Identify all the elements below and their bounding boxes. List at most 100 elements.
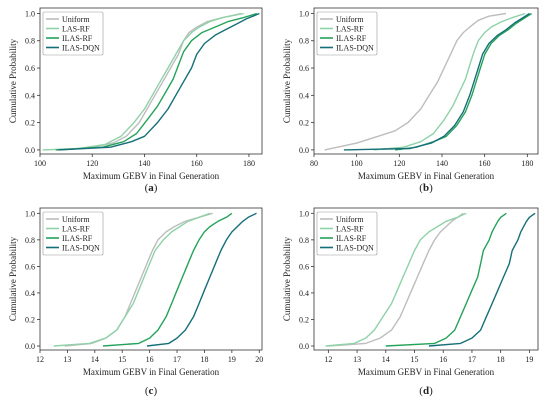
- y-tick-label: 0.6: [299, 262, 309, 271]
- y-tick-label: 0.0: [299, 342, 309, 351]
- plot-frame: [39, 7, 263, 155]
- legend-entry: ILAS-DQN: [336, 44, 374, 53]
- x-tick-label: 80: [310, 159, 318, 168]
- legend-entry: LAS-RF: [62, 225, 90, 234]
- chart-panel-d: 12 13 14 15 16 17 18 19 0.0 0.2 0.4 0.6 0.8 1.0 Maximu…: [282, 207, 539, 397]
- legend-box: [316, 211, 378, 256]
- y-tick-label: 1.0: [25, 209, 35, 218]
- panel-caption: (c): [145, 385, 158, 397]
- panel-caption: (d): [419, 385, 433, 397]
- series-line-ilas-dqn: [146, 212, 257, 347]
- y-tick-label: 0.8: [299, 236, 309, 245]
- x-tick-label: 140: [436, 159, 448, 168]
- legend-entry: ILAS-RF: [336, 34, 367, 43]
- chart-panel-a: 100 120 140 160 180 0.0 0.2 0.4 0.6 0.8 1.0 Maximum…: [8, 7, 263, 194]
- legend-box: [316, 11, 378, 56]
- legend-entry: ILAS-RF: [62, 234, 93, 243]
- series-line-ilas-rf: [55, 12, 258, 151]
- y-tick-label: 0.4: [299, 289, 309, 298]
- x-tick-label: 13: [63, 355, 71, 364]
- series-line-ilas-dqn: [428, 212, 536, 347]
- legend-entry: LAS-RF: [62, 25, 90, 34]
- plot-frame: [39, 207, 263, 351]
- legend-entry: Uniform: [62, 215, 90, 224]
- y-tick-label: 0.8: [299, 37, 309, 46]
- y-axis-label: Cumulative Probability: [8, 38, 18, 123]
- legend-entry: Uniform: [62, 15, 90, 24]
- y-tick-label: 0.2: [299, 315, 309, 324]
- y-tick-label: 0.0: [25, 146, 35, 155]
- series-line-uniform: [324, 12, 507, 151]
- x-axis-label: Maximum GEBV in Final Generation: [358, 171, 495, 181]
- x-tick-label: 160: [191, 159, 203, 168]
- y-tick-label: 0.0: [299, 146, 309, 155]
- legend-entry: Uniform: [336, 215, 364, 224]
- legend-box: [42, 11, 104, 56]
- y-axis-label: Cumulative Probability: [8, 236, 18, 321]
- y-tick-label: 0.4: [25, 289, 35, 298]
- series-line-uniform: [60, 12, 242, 151]
- plot-frame: [313, 207, 539, 351]
- x-tick-label: 160: [479, 159, 491, 168]
- series-line-ilas-rf: [102, 212, 233, 347]
- legend-entry: ILAS-RF: [336, 234, 367, 243]
- chart-panel-b: 80 100 120 140 160 180 0.0 0.2 0.4 0.6 0.8 1.0 Maxim…: [282, 7, 539, 194]
- x-tick-label: 14: [382, 355, 390, 364]
- legend-entry: LAS-RF: [336, 25, 364, 34]
- y-tick-label: 0.4: [25, 91, 35, 100]
- x-tick-label: 180: [521, 159, 533, 168]
- x-tick-label: 100: [34, 159, 46, 168]
- y-tick-label: 1.0: [25, 9, 35, 18]
- x-tick-label: 140: [138, 159, 150, 168]
- series-line-las-rf: [325, 212, 467, 347]
- chart-panel-c: 12 13 14 15 16 17 18 19 20 0.0 0.2 0.4 0.6 0.8 1.0 Maxi…: [8, 207, 263, 397]
- y-tick-label: 0.0: [25, 342, 35, 351]
- x-tick-label: 15: [118, 355, 126, 364]
- legend-entry: ILAS-RF: [62, 34, 93, 43]
- legend-entry: ILAS-DQN: [336, 244, 374, 253]
- plot-frame: [313, 7, 539, 155]
- x-tick-label: 19: [228, 355, 236, 364]
- x-tick-label: 13: [353, 355, 361, 364]
- x-tick-label: 17: [468, 355, 476, 364]
- series-line-las-rf: [53, 212, 211, 347]
- y-tick-label: 1.0: [299, 209, 309, 218]
- y-tick-label: 0.6: [25, 262, 35, 271]
- series-line-ilas-dqn: [343, 12, 530, 151]
- x-tick-label: 14: [91, 355, 99, 364]
- y-axis-label: Cumulative Probability: [282, 38, 292, 123]
- x-tick-label: 100: [351, 159, 363, 168]
- x-tick-label: 18: [200, 355, 208, 364]
- panel-caption: (a): [145, 182, 158, 194]
- series-line-ilas-rf: [395, 12, 532, 151]
- x-tick-label: 120: [393, 159, 405, 168]
- x-tick-label: 120: [86, 159, 98, 168]
- y-tick-label: 1.0: [299, 9, 309, 18]
- legend-entry: ILAS-DQN: [62, 44, 100, 53]
- series-line-ilas-rf: [385, 212, 507, 347]
- legend-entry: ILAS-DQN: [62, 244, 100, 253]
- x-axis-label: Maximum GEBV in Final Generation: [83, 171, 220, 181]
- x-tick-label: 18: [497, 355, 505, 364]
- y-tick-label: 0.2: [25, 119, 35, 128]
- series-line-las-rf: [373, 12, 526, 151]
- y-tick-label: 0.8: [25, 37, 35, 46]
- series-line-uniform: [328, 212, 464, 347]
- x-axis-label: Maximum GEBV in Final Generation: [83, 367, 220, 377]
- x-tick-label: 12: [36, 355, 44, 364]
- x-tick-label: 15: [411, 355, 419, 364]
- panel-caption: (b): [419, 182, 433, 194]
- legend-entry: LAS-RF: [336, 225, 364, 234]
- series-line-ilas-dqn: [58, 12, 260, 151]
- x-tick-label: 16: [146, 355, 154, 364]
- legend-entry: Uniform: [336, 15, 364, 24]
- y-tick-label: 0.2: [25, 315, 35, 324]
- y-tick-label: 0.6: [25, 64, 35, 73]
- x-tick-label: 20: [255, 355, 263, 364]
- legend-box: [42, 211, 104, 256]
